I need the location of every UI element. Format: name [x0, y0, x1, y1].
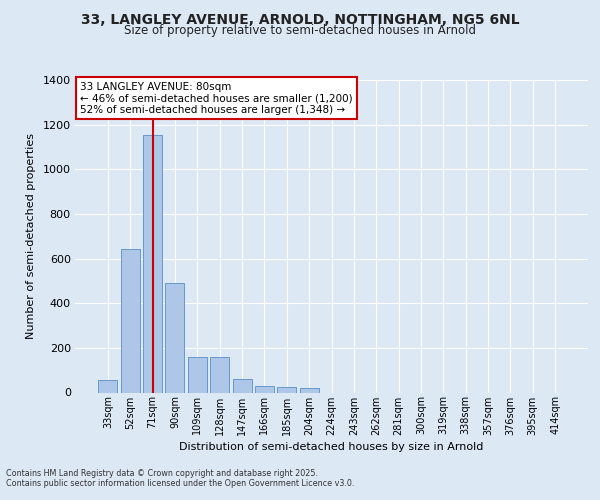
Bar: [277, 387, 296, 392]
Bar: [255, 386, 274, 392]
Bar: [233, 379, 251, 392]
Bar: [98, 380, 118, 392]
Bar: [188, 357, 207, 392]
X-axis label: Distribution of semi-detached houses by size in Arnold: Distribution of semi-detached houses by …: [179, 442, 484, 452]
Text: Contains HM Land Registry data © Crown copyright and database right 2025.: Contains HM Land Registry data © Crown c…: [6, 468, 318, 477]
Y-axis label: Number of semi-detached properties: Number of semi-detached properties: [26, 133, 36, 339]
Bar: [210, 357, 229, 392]
Text: 33 LANGLEY AVENUE: 80sqm
← 46% of semi-detached houses are smaller (1,200)
52% o: 33 LANGLEY AVENUE: 80sqm ← 46% of semi-d…: [80, 82, 353, 115]
Bar: [299, 388, 319, 392]
Text: 33, LANGLEY AVENUE, ARNOLD, NOTTINGHAM, NG5 6NL: 33, LANGLEY AVENUE, ARNOLD, NOTTINGHAM, …: [80, 12, 520, 26]
Text: Size of property relative to semi-detached houses in Arnold: Size of property relative to semi-detach…: [124, 24, 476, 37]
Bar: [143, 134, 162, 392]
Bar: [121, 248, 140, 392]
Bar: [166, 283, 184, 393]
Text: Contains public sector information licensed under the Open Government Licence v3: Contains public sector information licen…: [6, 478, 355, 488]
